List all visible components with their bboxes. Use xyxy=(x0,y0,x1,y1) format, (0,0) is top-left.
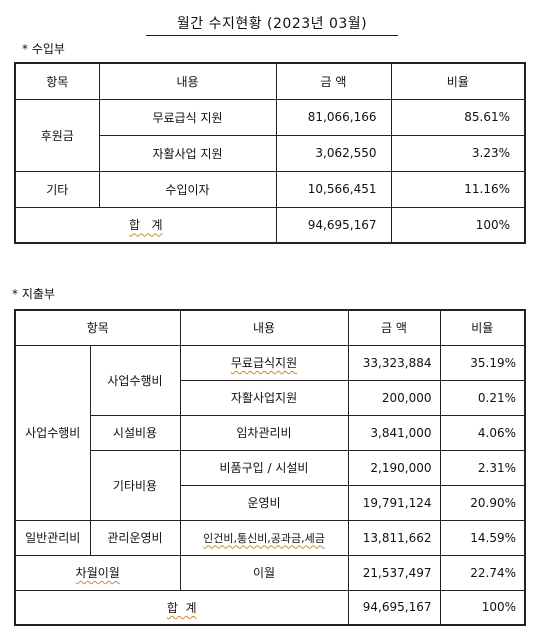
expense-amount: 21,537,497 xyxy=(347,554,441,591)
expense-carryover-label: 차월이월 xyxy=(75,566,120,580)
table-row: 차월이월 이월 21,537,497 22.74% xyxy=(14,554,526,591)
expense-content: 임차관리비 xyxy=(179,414,349,451)
expense-sub-business: 사업수행비 xyxy=(89,344,181,416)
table-row: 운영비 19,791,124 20.90% xyxy=(15,484,526,521)
income-total-amount: 94,695,167 xyxy=(275,206,392,244)
expense-section-label: * 지출부 xyxy=(12,287,55,301)
expense-content: 무료급식지원 xyxy=(230,356,298,370)
table-row: 후원금 무료급식 지원 81,066,166 85.61% xyxy=(14,98,526,172)
income-content: 수입이자 xyxy=(98,170,277,208)
income-total-ratio: 100% xyxy=(390,206,526,244)
income-total-label: 합 계 xyxy=(128,218,163,233)
expense-amount: 33,323,884 xyxy=(347,344,441,381)
expense-general-category: 일반관리비 xyxy=(14,519,91,556)
income-amount: 10,566,451 xyxy=(275,170,392,208)
expense-table: 항목 내용 금 액 비율 사업수행비 사업수행비 무료급식지원 33,323,8… xyxy=(14,309,526,626)
expense-amount: 19,791,124 xyxy=(347,484,441,521)
expense-ratio: 14.59% xyxy=(439,519,526,556)
table-row: 시설비용 임차관리비 3,841,000 4.06% xyxy=(15,414,526,451)
income-total-row: 합 계 94,695,167 100% xyxy=(14,206,526,244)
expense-sub-facility: 시설비용 xyxy=(89,414,181,451)
income-content: 무료급식 지원 xyxy=(98,98,277,136)
expense-content: 자활사업지원 xyxy=(179,379,349,416)
expense-total-row: 합 계 94,695,167 100% xyxy=(14,589,526,626)
income-amount: 3,062,550 xyxy=(275,134,392,172)
expense-general-sub: 관리운영비 xyxy=(89,519,181,556)
expense-business-category: 사업수행비 xyxy=(14,344,91,521)
income-ratio: 11.16% xyxy=(390,170,526,208)
header-item: 항목 xyxy=(14,62,100,100)
expense-total-ratio: 100% xyxy=(439,589,526,626)
income-content: 자활사업 지원 xyxy=(98,134,277,172)
expense-ratio: 0.21% xyxy=(439,379,526,416)
expense-content: 운영비 xyxy=(179,484,349,521)
expense-sub-other: 기타비용 xyxy=(89,449,181,521)
header-ratio: 비율 xyxy=(390,62,526,100)
table-row: 기타 수입이자 10,566,451 11.16% xyxy=(14,170,526,208)
income-amount: 81,066,166 xyxy=(275,98,392,136)
expense-header-row: 항목 내용 금 액 비율 xyxy=(14,309,526,346)
expense-ratio: 22.74% xyxy=(439,554,526,591)
expense-content: 인건비,통신비,공과금,세금 xyxy=(203,531,325,545)
income-ratio: 3.23% xyxy=(390,134,526,172)
income-ratio: 85.61% xyxy=(390,98,526,136)
expense-amount: 13,811,662 xyxy=(347,519,441,556)
table-row: 자활사업지원 200,000 0.21% xyxy=(15,379,526,416)
income-table: 항목 내용 금 액 비율 후원금 무료급식 지원 81,066,166 85.6… xyxy=(14,62,526,244)
header-item: 항목 xyxy=(14,309,181,346)
income-group-label: 후원금 xyxy=(14,98,100,172)
expense-ratio: 4.06% xyxy=(439,414,526,451)
expense-amount: 200,000 xyxy=(347,379,441,416)
expense-total-amount: 94,695,167 xyxy=(347,589,441,626)
expense-amount: 2,190,000 xyxy=(347,449,441,486)
expense-amount: 3,841,000 xyxy=(347,414,441,451)
expense-ratio: 20.90% xyxy=(439,484,526,521)
expense-content: 비품구입 / 시설비 xyxy=(179,449,349,486)
expense-ratio: 35.19% xyxy=(439,344,526,381)
table-row: 자활사업 지원 3,062,550 3.23% xyxy=(15,134,526,172)
income-other-category: 기타 xyxy=(14,170,100,208)
expense-content: 이월 xyxy=(179,554,349,591)
page-title: 월간 수지현황 (2023년 03월) xyxy=(146,14,398,36)
expense-ratio: 2.31% xyxy=(439,449,526,486)
header-ratio: 비율 xyxy=(439,309,526,346)
income-header-row: 항목 내용 금 액 비율 xyxy=(14,62,526,100)
header-content: 내용 xyxy=(179,309,349,346)
table-row: 기타비용 비품구입 / 시설비 2,190,000 2.31% xyxy=(15,449,526,521)
table-row: 사업수행비 사업수행비 무료급식지원 33,323,884 35.19% xyxy=(14,344,526,521)
expense-total-label: 합 계 xyxy=(166,600,197,615)
header-content: 내용 xyxy=(98,62,277,100)
header-amount: 금 액 xyxy=(275,62,392,100)
income-section-label: * 수입부 xyxy=(22,42,65,56)
header-amount: 금 액 xyxy=(347,309,441,346)
table-row: 일반관리비 관리운영비 인건비,통신비,공과금,세금 13,811,662 14… xyxy=(14,519,526,556)
